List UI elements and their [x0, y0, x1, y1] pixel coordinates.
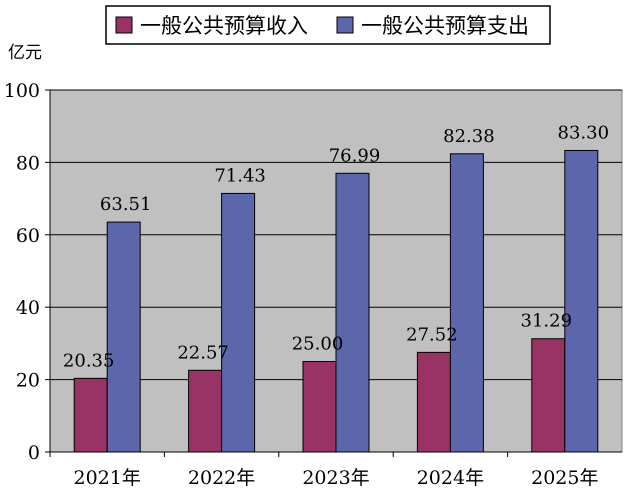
- bar-revenue: [188, 369, 223, 453]
- x-category-label: 2022年: [188, 467, 255, 489]
- bar-expenditure: [106, 221, 141, 453]
- bar-revenue: [531, 338, 566, 453]
- legend-swatch-revenue: [115, 16, 133, 34]
- x-category-label: 2021年: [74, 467, 141, 489]
- x-category-label: 2024年: [417, 467, 484, 489]
- data-label-revenue: 25.00: [292, 334, 344, 355]
- bars: [73, 149, 599, 453]
- legend-label-revenue: 一般公共预算收入: [140, 14, 308, 38]
- data-labels: 20.35 63.51 22.57 71.43 25.00 76.99 27.52 82.38…: [63, 122, 609, 371]
- y-axis-unit: 亿元: [8, 43, 42, 63]
- legend: 一般公共预算收入 一般公共预算支出: [105, 5, 551, 45]
- y-axis: 0 20 40 60 80 100: [4, 80, 50, 464]
- data-label-expenditure: 83.30: [558, 122, 610, 143]
- bar-expenditure: [564, 149, 599, 453]
- data-label-expenditure: 76.99: [329, 145, 381, 166]
- y-tick-label: 0: [28, 442, 40, 464]
- x-category-label: 2025年: [531, 467, 598, 489]
- x-axis: 2021年 2022年 2023年 2024年 2025年: [49, 452, 598, 489]
- bar-expenditure: [449, 153, 484, 453]
- x-category-label: 2023年: [302, 467, 369, 489]
- data-label-expenditure: 82.38: [443, 126, 495, 147]
- y-tick-label: 40: [16, 297, 40, 319]
- data-label-revenue: 31.29: [521, 311, 573, 332]
- bar-revenue: [416, 351, 451, 453]
- legend-swatch-expenditure: [336, 16, 354, 34]
- data-label-revenue: 22.57: [177, 342, 229, 363]
- bar-expenditure: [221, 192, 256, 453]
- y-tick-label: 100: [4, 80, 40, 102]
- y-tick-label: 80: [16, 152, 40, 174]
- legend-label-expenditure: 一般公共预算支出: [361, 14, 529, 38]
- data-label-expenditure: 71.43: [214, 165, 266, 186]
- bar-revenue: [73, 377, 108, 453]
- data-label-expenditure: 63.51: [100, 194, 152, 215]
- data-label-revenue: 20.35: [63, 350, 115, 371]
- bar-expenditure: [335, 172, 370, 453]
- data-label-revenue: 27.52: [406, 324, 458, 345]
- y-tick-label: 60: [16, 225, 40, 247]
- legend-box: [105, 5, 551, 45]
- y-tick-label: 20: [16, 370, 40, 392]
- bar-revenue: [302, 361, 337, 453]
